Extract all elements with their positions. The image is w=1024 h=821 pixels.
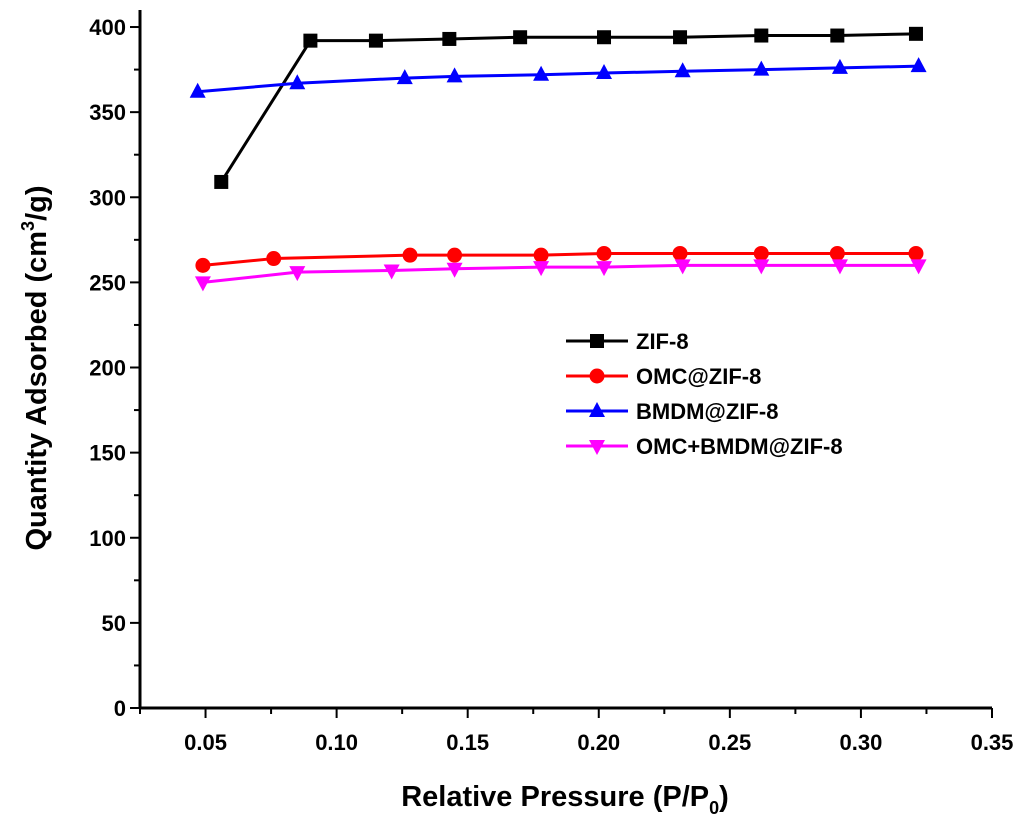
data-point-bmdm-zif-8	[910, 57, 927, 73]
data-point-omc-bmdm-zif-8	[831, 259, 848, 275]
data-point-omc-zif-8	[266, 251, 282, 267]
x-tick-label: 0.05	[184, 730, 227, 755]
legend-label: ZIF-8	[636, 329, 689, 354]
data-point-bmdm-zif-8	[831, 58, 848, 74]
y-tick-label: 350	[89, 100, 126, 125]
y-tick-label: 200	[89, 356, 126, 381]
x-axis-title: Relative Pressure (P/P0)	[401, 781, 729, 818]
ticks: 0.05 0.10 0.15 0.20 0.25 0.30 0.35 0 50 100 150 200…	[89, 15, 1013, 755]
data-point-zif-8	[597, 30, 612, 45]
legend-item-bmdm-zif-8: BMDM@ZIF-8	[566, 399, 778, 424]
legend-label: OMC@ZIF-8	[636, 364, 761, 389]
data-point-omc-bmdm-zif-8	[674, 259, 691, 275]
x-tick-label: 0.20	[577, 730, 620, 755]
legend-marker	[589, 368, 605, 384]
legend-marker	[590, 334, 604, 348]
y-tick-label: 250	[89, 270, 126, 295]
data-point-zif-8	[830, 28, 845, 43]
data-point-bmdm-zif-8	[753, 60, 770, 76]
data-point-zif-8	[442, 31, 457, 46]
x-tick-label: 0.30	[840, 730, 883, 755]
y-tick-label: 50	[102, 611, 126, 636]
data-point-zif-8	[754, 28, 769, 43]
data-point-omc-bmdm-zif-8	[910, 259, 927, 275]
axes	[138, 10, 992, 710]
data-point-bmdm-zif-8	[596, 63, 613, 79]
x-tick-label: 0.25	[708, 730, 751, 755]
y-tick-label: 0	[114, 696, 126, 721]
legend-marker	[589, 440, 605, 455]
data-point-omc-zif-8	[672, 245, 688, 261]
legend-label: BMDM@ZIF-8	[636, 399, 778, 424]
data-point-bmdm-zif-8	[396, 69, 413, 85]
data-point-omc-zif-8	[829, 245, 845, 261]
data-point-zif-8	[908, 26, 923, 41]
y-axis-title: Quantity Adsorbed (cm3/g)	[18, 185, 53, 550]
data-point-omc-bmdm-zif-8	[289, 266, 306, 282]
legend-item-zif-8: ZIF-8	[566, 329, 689, 354]
series-layer	[189, 26, 927, 292]
data-point-zif-8	[673, 30, 688, 45]
series-omc-zif-8	[195, 245, 924, 273]
data-point-omc-zif-8	[908, 245, 924, 261]
data-point-omc-zif-8	[596, 245, 612, 261]
x-tick-label: 0.10	[315, 730, 358, 755]
legend-label: OMC+BMDM@ZIF-8	[636, 434, 843, 459]
data-point-omc-bmdm-zif-8	[533, 261, 550, 277]
data-point-omc-bmdm-zif-8	[194, 276, 211, 292]
data-point-omc-zif-8	[447, 247, 463, 263]
series-bmdm-zif-8	[189, 57, 927, 98]
data-point-bmdm-zif-8	[446, 67, 463, 83]
y-tick-label: 300	[89, 185, 126, 210]
data-point-zif-8	[368, 33, 383, 48]
data-point-omc-bmdm-zif-8	[753, 259, 770, 275]
data-point-bmdm-zif-8	[289, 74, 306, 90]
series-line-omc-bmdm-zif-8	[202, 263, 919, 284]
data-point-bmdm-zif-8	[189, 82, 206, 98]
series-line-omc-zif-8	[202, 251, 916, 267]
data-point-omc-bmdm-zif-8	[446, 262, 463, 278]
data-point-omc-bmdm-zif-8	[596, 261, 613, 277]
data-point-zif-8	[513, 30, 528, 45]
data-point-omc-zif-8	[195, 257, 211, 273]
y-tick-label: 100	[89, 526, 126, 551]
y-tick-label: 150	[89, 441, 126, 466]
legend-item-omc-bmdm-zif-8: OMC+BMDM@ZIF-8	[566, 434, 843, 459]
series-line-bmdm-zif-8	[197, 64, 919, 94]
series-zif-8	[214, 26, 923, 189]
data-point-omc-zif-8	[753, 245, 769, 261]
data-point-bmdm-zif-8	[674, 62, 691, 78]
y-tick-label: 400	[89, 15, 126, 40]
series-line-zif-8	[219, 32, 917, 183]
legend-marker	[589, 402, 605, 417]
legend-item-omc-zif-8: OMC@ZIF-8	[566, 364, 761, 389]
series-omc-bmdm-zif-8	[194, 259, 927, 292]
x-tick-label: 0.15	[446, 730, 489, 755]
data-point-zif-8	[214, 174, 229, 189]
data-point-omc-bmdm-zif-8	[383, 264, 400, 280]
data-point-omc-zif-8	[533, 247, 549, 263]
data-point-omc-zif-8	[402, 247, 418, 263]
data-point-bmdm-zif-8	[533, 65, 550, 81]
data-point-zif-8	[303, 33, 318, 48]
x-tick-label: 0.35	[971, 730, 1014, 755]
legend: ZIF-8 OMC@ZIF-8 BMDM@ZIF-8 OMC+BMDM@ZIF-8	[566, 329, 843, 459]
